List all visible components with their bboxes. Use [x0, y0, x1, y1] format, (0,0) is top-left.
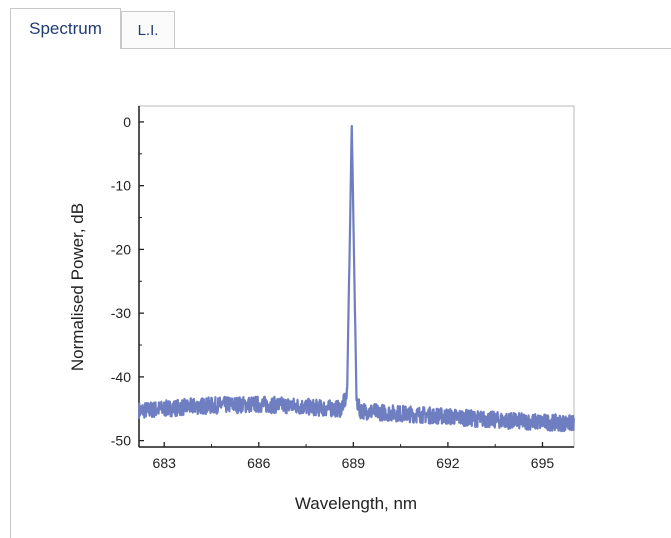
- y-tick-label: -20: [111, 241, 131, 257]
- y-tick-label: -40: [111, 369, 131, 385]
- x-tick-label: 692: [436, 455, 460, 471]
- tab-li[interactable]: L.I.: [121, 11, 175, 48]
- y-axis-label: Normalised Power, dB: [68, 203, 87, 371]
- tab-spectrum-label: Spectrum: [29, 19, 102, 38]
- spectrum-chart: 0 -10 -20 -30 -40 -50 683 686 689 692 695 Waveleng…: [68, 105, 576, 513]
- tab-spectrum[interactable]: Spectrum: [10, 8, 121, 49]
- tab-li-label: L.I.: [137, 21, 159, 39]
- plot-area: 0 -10 -20 -30 -40 -50 683 686 689 692 695: [111, 105, 576, 471]
- x-tick-label: 686: [247, 455, 271, 471]
- spectrum-trace: [137, 124, 576, 433]
- y-tick-label: 0: [123, 114, 131, 130]
- x-axis-label: Wavelength, nm: [295, 494, 417, 513]
- y-tick-label: -50: [111, 433, 131, 449]
- y-tick-label: -30: [111, 305, 131, 321]
- x-tick-label: 683: [153, 455, 177, 471]
- tab-content-panel: 0 -10 -20 -30 -40 -50 683 686 689 692 695 Waveleng…: [10, 48, 671, 538]
- x-tick-label: 695: [531, 455, 555, 471]
- x-tick-label: 689: [342, 455, 366, 471]
- y-tick-label: -10: [111, 178, 131, 194]
